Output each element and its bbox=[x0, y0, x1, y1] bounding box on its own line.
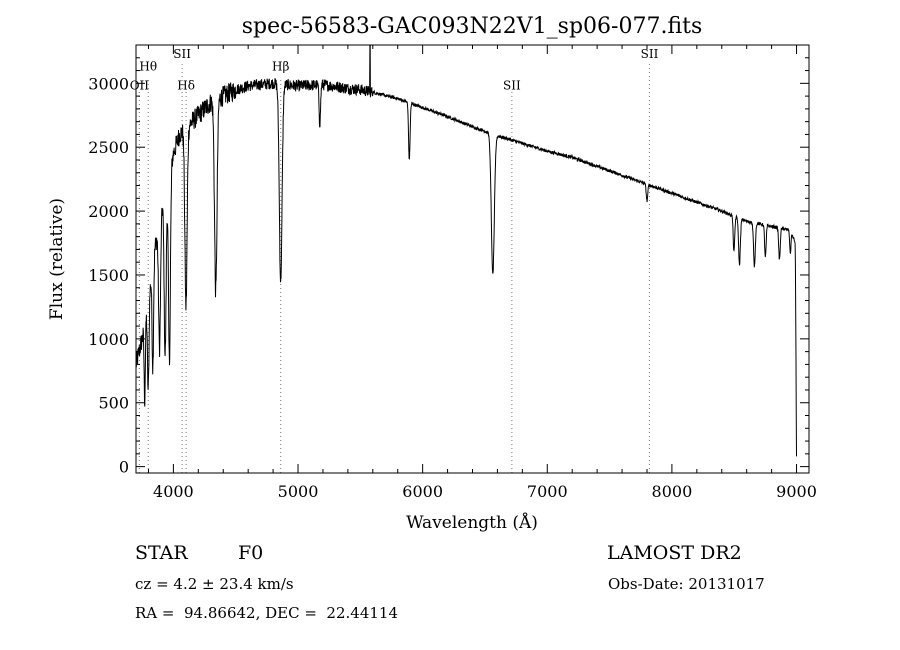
x-tick-label: 6000 bbox=[402, 482, 443, 501]
y-tick-label: 2000 bbox=[88, 202, 129, 221]
x-axis-label: Wavelength (Å) bbox=[406, 512, 538, 533]
x-tick-label: 8000 bbox=[652, 482, 693, 501]
x-tick-label: 5000 bbox=[278, 482, 319, 501]
y-tick-label: 1000 bbox=[88, 330, 129, 349]
y-tick-label: 0 bbox=[119, 458, 129, 477]
x-tick-label: 4000 bbox=[153, 482, 194, 501]
line-marker-label: SII bbox=[173, 47, 191, 61]
line-marker-label: Hδ bbox=[177, 79, 195, 93]
survey-name: LAMOST DR2 bbox=[607, 542, 742, 564]
y-axis-label: Flux (relative) bbox=[47, 198, 67, 320]
y-tick-label: 3000 bbox=[88, 74, 129, 93]
line-markers: Hθ OII SII Hδ Hβ SII SII bbox=[130, 47, 659, 473]
object-subclass: F0 bbox=[238, 542, 264, 564]
y-tick-label: 500 bbox=[98, 394, 129, 413]
obs-date-text: Obs-Date: 20131017 bbox=[608, 575, 765, 593]
object-class: STAR bbox=[135, 542, 188, 564]
chart-title: spec-56583-GAC093N22V1_sp06-077.fits bbox=[242, 14, 703, 39]
y-tick-label: 1500 bbox=[88, 266, 129, 285]
axis-ticks: 4000 5000 6000 7000 8000 9000 0 500 1000 1500 2000… bbox=[88, 45, 817, 501]
line-marker-label: SII bbox=[641, 47, 659, 61]
line-marker-label: Hβ bbox=[272, 60, 289, 74]
x-tick-label: 7000 bbox=[527, 482, 568, 501]
coordinates-text: RA = 94.86642, DEC = 22.44114 bbox=[135, 604, 399, 622]
plot-frame bbox=[135, 44, 810, 474]
line-marker-label: SII bbox=[503, 79, 521, 93]
x-tick-label: 9000 bbox=[776, 482, 817, 501]
redshift-text: cz = 4.2 ± 23.4 km/s bbox=[135, 575, 294, 593]
line-marker-label: OII bbox=[130, 79, 150, 93]
line-marker-label: Hθ bbox=[139, 60, 157, 74]
spectrum-line bbox=[135, 44, 797, 457]
y-tick-label: 2500 bbox=[88, 138, 129, 157]
